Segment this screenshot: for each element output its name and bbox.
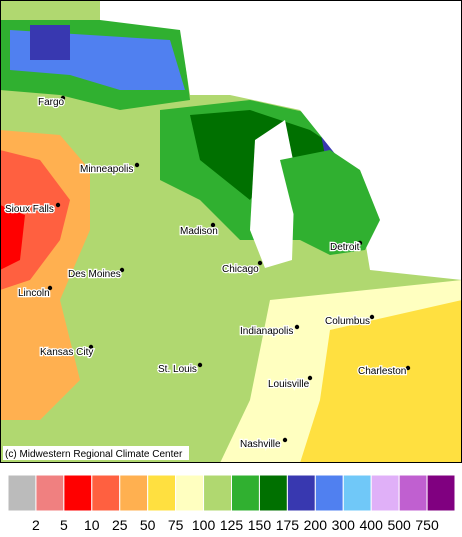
legend-swatch (203, 474, 232, 512)
city-dot (197, 362, 203, 368)
legend-swatch (342, 474, 372, 512)
city-dot (60, 95, 66, 101)
legend-label: 300 (332, 517, 356, 533)
legend-label: 75 (168, 517, 184, 533)
legend-swatch (7, 474, 37, 512)
city-label: Sioux Falls (5, 204, 54, 215)
legend-swatch (398, 474, 428, 512)
city-dot (369, 314, 375, 320)
legend-label: 2 (32, 517, 40, 533)
city-label: Minneapolis (80, 164, 133, 175)
city-label: Chicago (222, 264, 259, 275)
city-dot (210, 222, 216, 228)
city-label: Indianapolis (240, 326, 293, 337)
city-dot (307, 375, 313, 381)
legend-label: 400 (360, 517, 384, 533)
city-dot (55, 202, 61, 208)
city-dot (119, 267, 125, 273)
city-label: Madison (180, 226, 218, 237)
legend-swatch (258, 474, 288, 512)
city-dot (282, 437, 288, 443)
legend-swatch (35, 474, 65, 512)
city-label: Nashville (240, 439, 281, 450)
region (0, 205, 25, 270)
legend-swatch (119, 474, 149, 512)
legend-swatch (426, 474, 456, 512)
city-dot (294, 324, 300, 330)
city-label: Lincoln (18, 288, 50, 299)
city-dot (257, 260, 263, 266)
region (280, 150, 380, 255)
legend-swatch (63, 474, 93, 512)
legend-label: 5 (60, 517, 68, 533)
city-dot (88, 344, 94, 350)
credit-bg (3, 446, 189, 460)
legend-label: 150 (248, 517, 272, 533)
city-label: Des Moines (68, 269, 121, 280)
map: (c) Midwestern Regional Climate Center (0, 0, 462, 463)
city-dot (134, 162, 140, 168)
city-dot (357, 240, 363, 246)
legend-label: 175 (276, 517, 300, 533)
region (30, 25, 70, 60)
legend-label: 750 (415, 517, 439, 533)
legend-label: 500 (387, 517, 411, 533)
city-label: Louisville (268, 379, 310, 390)
city-label: St. Louis (158, 364, 197, 375)
legend-swatch (370, 474, 400, 512)
legend-label: 200 (304, 517, 328, 533)
legend-label: 125 (220, 517, 244, 533)
city-dot (47, 285, 53, 291)
city-label: Fargo (38, 97, 65, 108)
legend-label: 50 (140, 517, 156, 533)
legend-label: 25 (112, 517, 128, 533)
legend-swatch (286, 474, 316, 512)
city-label: Columbus (325, 316, 370, 327)
legend-swatch (147, 474, 177, 512)
legend-swatch (175, 474, 205, 512)
city-dot (405, 365, 411, 371)
credit: (c) Midwestern Regional Climate Center (5, 449, 183, 460)
legend-label: 10 (84, 517, 100, 533)
legend-swatch (314, 474, 344, 512)
region (300, 300, 462, 463)
city-label: Kansas City (40, 347, 93, 358)
legend-swatch (231, 474, 260, 512)
city-label: Detroit (330, 242, 360, 253)
legend-label: 100 (192, 517, 216, 533)
city-label: Charleston (358, 366, 406, 377)
lake (250, 120, 295, 268)
legend-swatch (91, 474, 121, 512)
